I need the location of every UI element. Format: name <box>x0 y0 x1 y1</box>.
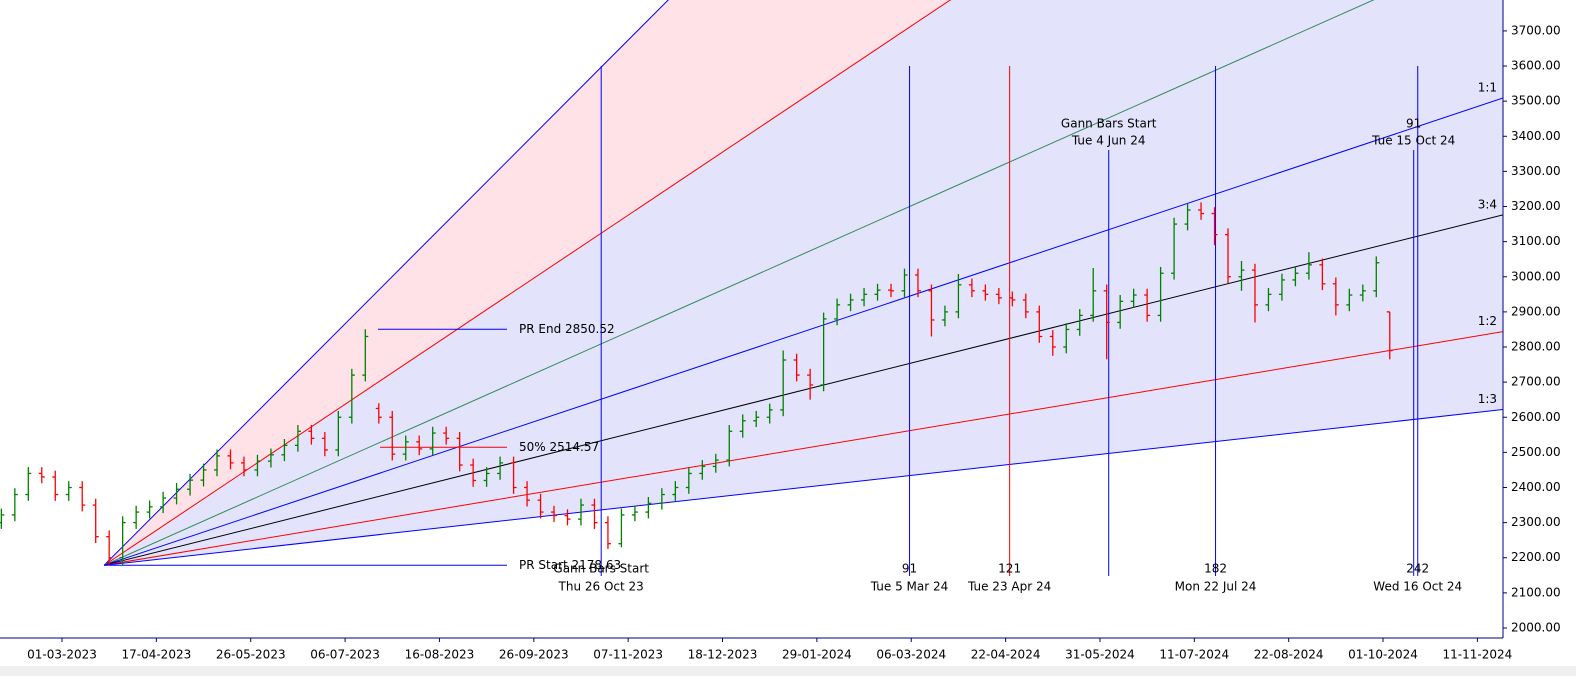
x-tick-label: 11-11-2024 <box>1443 648 1513 662</box>
y-tick-label: 2200.00 <box>1511 550 1561 564</box>
marker-label: 242 <box>1406 562 1429 576</box>
marker-date: Thu 26 Oct 23 <box>558 580 644 594</box>
marker-label: 91 <box>902 562 917 576</box>
marker-label: 182 <box>1204 562 1227 576</box>
overlay: 1:1 3:4 1:2 1:3 PR End 2850.52 50% 2514.57 PR … <box>519 80 1497 593</box>
x-tick-label: 06-03-2024 <box>876 648 946 662</box>
marker-label: Gann Bars Start <box>1061 117 1157 131</box>
y-tick-label: 2300.00 <box>1511 515 1561 529</box>
fan-line <box>104 331 1503 566</box>
x-tick-label: 06-07-2023 <box>310 648 380 662</box>
x-tick-label: 31-05-2024 <box>1065 648 1135 662</box>
y-tick-label: 3400.00 <box>1511 129 1561 143</box>
fan-line <box>104 409 1503 566</box>
x-tick-label: 22-08-2024 <box>1254 648 1324 662</box>
fan-line <box>103 0 669 566</box>
y-tick-label: 2700.00 <box>1511 375 1561 389</box>
marker-date: Wed 16 Oct 24 <box>1373 580 1462 594</box>
plot-area <box>0 0 1503 576</box>
level-label: PR End 2850.52 <box>519 322 615 336</box>
x-tick-label: 26-05-2023 <box>216 648 286 662</box>
marker-label: 91 <box>1406 117 1421 131</box>
y-tick-label: 3700.00 <box>1511 23 1561 37</box>
status-strip <box>0 666 1576 676</box>
y-tick-label: 3600.00 <box>1511 59 1561 73</box>
y-tick-label: 2100.00 <box>1511 585 1561 599</box>
y-tick-label: 3500.00 <box>1511 94 1561 108</box>
x-tick-label: 22-04-2024 <box>971 648 1041 662</box>
fan-zone <box>104 0 1503 566</box>
fan-label: 1:2 <box>1478 314 1497 328</box>
marker-label: Gann Bars Start <box>553 562 649 576</box>
fan-label: 3:4 <box>1478 197 1497 211</box>
marker-date: Mon 22 Jul 24 <box>1175 580 1257 594</box>
fan-label: 1:1 <box>1478 80 1497 94</box>
x-tick-label: 01-10-2024 <box>1348 648 1418 662</box>
y-tick-label: 2600.00 <box>1511 410 1561 424</box>
fan-line <box>103 0 952 566</box>
x-tick-label: 17-04-2023 <box>121 648 191 662</box>
x-tick-label: 26-09-2023 <box>499 648 569 662</box>
y-tick-label: 3300.00 <box>1511 164 1561 178</box>
marker-label: 121 <box>998 562 1021 576</box>
x-tick-label: 07-11-2023 <box>593 648 663 662</box>
y-tick-label: 2400.00 <box>1511 480 1561 494</box>
fan-line <box>103 97 1503 566</box>
fan-label: 1:3 <box>1478 392 1497 406</box>
x-tick-label: 16-08-2023 <box>405 648 475 662</box>
marker-date: Tue 4 Jun 24 <box>1071 134 1146 148</box>
y-tick-label: 2500.00 <box>1511 445 1561 459</box>
x-tick-label: 29-01-2024 <box>782 648 852 662</box>
marker-date: Tue 5 Mar 24 <box>870 580 948 594</box>
fan-line <box>104 214 1503 566</box>
x-tick-label: 01-03-2023 <box>27 648 97 662</box>
y-tick-label: 3100.00 <box>1511 234 1561 248</box>
y-tick-label: 3000.00 <box>1511 269 1561 283</box>
y-tick-label: 3200.00 <box>1511 199 1561 213</box>
x-tick-label: 11-07-2024 <box>1159 648 1229 662</box>
marker-date: Tue 15 Oct 24 <box>1371 134 1455 148</box>
y-tick-label: 2000.00 <box>1511 620 1561 634</box>
fan-line <box>103 0 1375 566</box>
level-label: 50% 2514.57 <box>519 440 599 454</box>
y-tick-label: 2800.00 <box>1511 340 1561 354</box>
x-tick-label: 18-12-2023 <box>688 648 758 662</box>
y-tick-label: 2900.00 <box>1511 304 1561 318</box>
marker-date: Tue 23 Apr 24 <box>967 580 1051 594</box>
level-label: PR Start 2178.63 <box>519 558 621 572</box>
